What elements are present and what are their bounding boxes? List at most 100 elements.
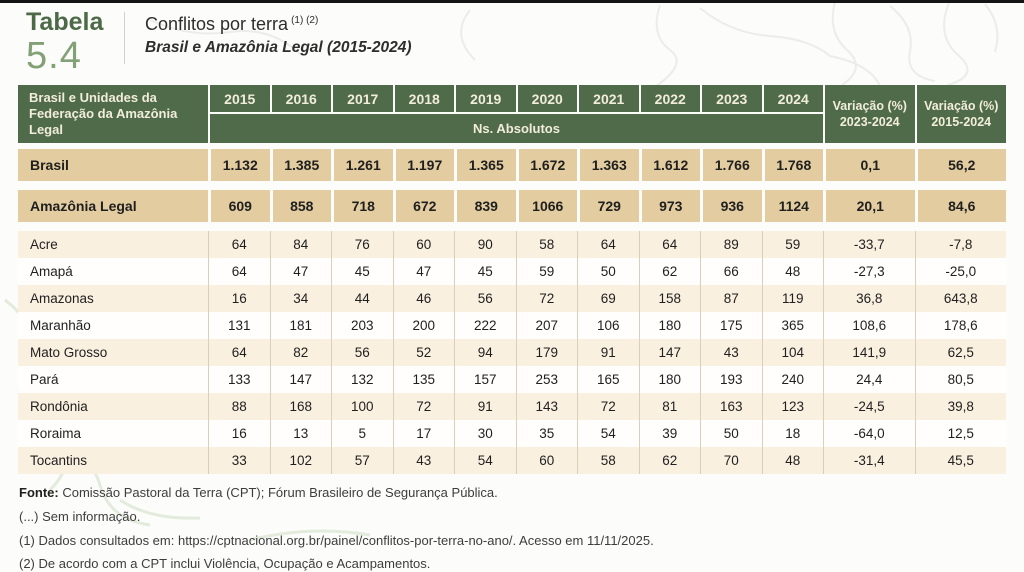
- variation-cell-2023-2024: -31,4: [823, 447, 915, 474]
- value-cell-2016: 147: [269, 366, 331, 393]
- value-cell-2023: 175: [700, 312, 762, 339]
- value-cell-2020: 72: [515, 285, 577, 312]
- value-cell-2024: 123: [761, 393, 823, 420]
- year-header-2019: 2019: [454, 85, 516, 112]
- value-cell-2022: 64: [638, 231, 700, 258]
- table-row-state: Amapá 64 47 45 47 45 59 50 62 66 48 -27,3 -25,0: [18, 258, 1006, 285]
- value-cell-2015: 609: [208, 190, 270, 222]
- value-cell-2021: 69: [577, 285, 639, 312]
- table-number: 5.4: [26, 35, 82, 77]
- value-cell-2023: 50: [700, 420, 762, 447]
- value-cell-2021: 72: [577, 393, 639, 420]
- variation-cell-2023-2024: -24,5: [823, 393, 915, 420]
- value-cell-2017: 100: [331, 393, 393, 420]
- variation-cell-2015-2024: -7,8: [914, 231, 1006, 258]
- value-cell-2018: 1.197: [392, 149, 454, 181]
- row-label: Amazonas: [18, 285, 208, 312]
- variation-cell-2023-2024: -33,7: [823, 231, 915, 258]
- table-row-state: Mato Grosso 64 82 56 52 94 179 91 147 43 104 141,9 6…: [18, 339, 1006, 366]
- value-cell-2022: 1.612: [638, 149, 700, 181]
- value-cell-2020: 58: [515, 231, 577, 258]
- value-cell-2019: 45: [454, 258, 516, 285]
- value-cell-2023: 70: [700, 447, 762, 474]
- value-cell-2024: 365: [761, 312, 823, 339]
- value-cell-2015: 64: [208, 258, 270, 285]
- value-cell-2022: 62: [638, 258, 700, 285]
- value-cell-2016: 82: [269, 339, 331, 366]
- value-cell-2016: 102: [269, 447, 331, 474]
- variation-cell-2023-2024: 20,1: [823, 190, 915, 222]
- value-cell-2023: 66: [700, 258, 762, 285]
- row-label: Pará: [18, 366, 208, 393]
- source-text: Comissão Pastoral da Terra (CPT); Fórum …: [58, 485, 498, 500]
- value-cell-2022: 81: [638, 393, 700, 420]
- value-cell-2016: 13: [269, 420, 331, 447]
- value-cell-2020: 207: [515, 312, 577, 339]
- title-divider: [124, 12, 125, 64]
- value-cell-2019: 54: [454, 447, 516, 474]
- table-row-brasil: Brasil 1.132 1.385 1.261 1.197 1.365 1.672 1.36…: [18, 149, 1006, 181]
- value-cell-2024: 119: [761, 285, 823, 312]
- value-cell-2015: 64: [208, 231, 270, 258]
- value-cell-2024: 48: [761, 258, 823, 285]
- page-title-text: Conflitos por terra: [145, 14, 289, 34]
- header-row-label: Brasil e Unidades da Federação da Amazôn…: [29, 89, 178, 138]
- variation-cell-2023-2024: 24,4: [823, 366, 915, 393]
- value-cell-2021: 54: [577, 420, 639, 447]
- variation-range: 2023-2024: [839, 115, 900, 129]
- value-cell-2016: 168: [269, 393, 331, 420]
- variation-cell-2015-2024: 62,5: [914, 339, 1006, 366]
- year-header-2018: 2018: [392, 85, 455, 112]
- row-label: Acre: [18, 231, 208, 258]
- value-cell-2024: 104: [761, 339, 823, 366]
- variation-cell-2023-2024: -64,0: [823, 420, 915, 447]
- value-cell-2016: 47: [269, 258, 331, 285]
- value-cell-2018: 672: [392, 190, 454, 222]
- value-cell-2022: 39: [638, 420, 700, 447]
- value-cell-2020: 1066: [515, 190, 577, 222]
- variation-cell-2015-2024: 178,6: [914, 312, 1006, 339]
- year-header-2020: 2020: [515, 85, 578, 112]
- row-label: Roraima: [18, 420, 208, 447]
- value-cell-2021: 58: [577, 447, 639, 474]
- value-cell-2018: 46: [392, 285, 454, 312]
- value-cell-2020: 35: [515, 420, 577, 447]
- value-cell-2022: 973: [638, 190, 700, 222]
- value-cell-2024: 18: [761, 420, 823, 447]
- header-years-block: 2015 2016 2017 2018 2019 2020 2021 2022 2023 2024…: [208, 85, 823, 143]
- footnotes: Fonte: Comissão Pastoral da Terra (CPT);…: [19, 485, 1024, 572]
- value-cell-2015: 88: [208, 393, 270, 420]
- year-header-2024: 2024: [761, 85, 824, 112]
- value-cell-2023: 43: [700, 339, 762, 366]
- table-row-state: Acre 64 84 76 60 90 58 64 64 89 59 -33,7 -7,8: [18, 231, 1006, 258]
- value-cell-2018: 200: [392, 312, 454, 339]
- year-header-2022: 2022: [638, 85, 701, 112]
- value-cell-2017: 44: [331, 285, 393, 312]
- value-cell-2015: 33: [208, 447, 270, 474]
- table-row-state: Tocantins 33 102 57 43 54 60 58 62 70 48 -31,4 45,5: [18, 447, 1006, 474]
- value-cell-2022: 158: [638, 285, 700, 312]
- value-cell-2015: 1.132: [208, 149, 270, 181]
- value-cell-2019: 222: [454, 312, 516, 339]
- title-footnote-refs: (1) (2): [291, 15, 319, 26]
- value-cell-2019: 56: [454, 285, 516, 312]
- variation-header-2023-2024: Variação (%) 2023-2024: [823, 85, 915, 143]
- value-cell-2024: 1.768: [761, 149, 823, 181]
- value-cell-2018: 72: [392, 393, 454, 420]
- value-cell-2023: 163: [700, 393, 762, 420]
- value-cell-2019: 90: [454, 231, 516, 258]
- value-cell-2015: 16: [208, 285, 270, 312]
- variation-cell-2015-2024: 80,5: [914, 366, 1006, 393]
- value-cell-2018: 47: [392, 258, 454, 285]
- note-1: (1) Dados consultados em: https://cptnac…: [19, 532, 654, 548]
- year-header-2016: 2016: [269, 85, 332, 112]
- variation-cell-2023-2024: 141,9: [823, 339, 915, 366]
- row-label: Rondônia: [18, 393, 208, 420]
- value-cell-2024: 240: [761, 366, 823, 393]
- row-label: Tocantins: [18, 447, 208, 474]
- value-cell-2017: 132: [331, 366, 393, 393]
- row-label: Brasil: [18, 149, 208, 181]
- variation-header-2015-2024: Variação (%) 2015-2024: [914, 85, 1007, 143]
- variation-cell-2015-2024: 56,2: [914, 149, 1006, 181]
- top-edge-bar: [0, 0, 1024, 3]
